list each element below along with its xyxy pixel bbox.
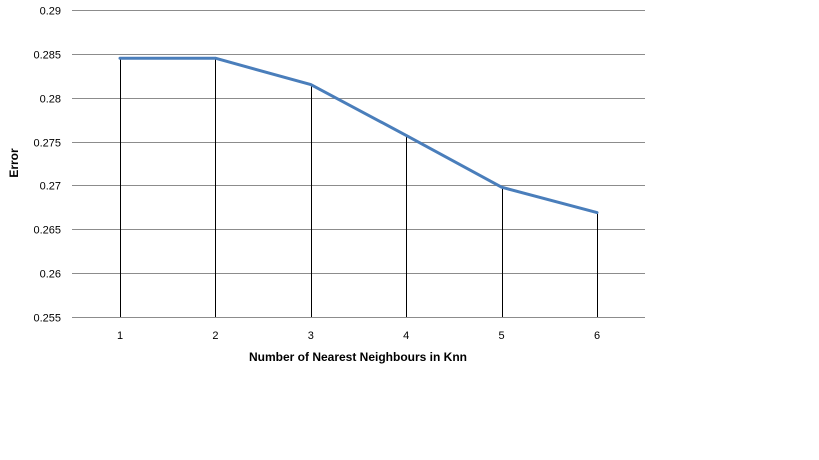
series-line <box>118 56 599 215</box>
drop-lines <box>120 58 598 317</box>
y-tick-label: 0.28 <box>40 94 61 106</box>
x-tick-label: 4 <box>403 330 409 342</box>
y-tick-label: 0.27 <box>40 181 61 193</box>
y-axis-title: Error <box>7 148 21 178</box>
x-tick-label: 6 <box>594 330 600 342</box>
y-tick-label: 0.285 <box>33 50 61 62</box>
y-tick-label: 0.275 <box>33 138 61 150</box>
y-tick-label: 0.26 <box>40 269 61 281</box>
y-tick-label: 0.265 <box>33 225 61 237</box>
gridlines <box>72 10 645 318</box>
x-tick-label: 1 <box>117 330 123 342</box>
y-tick-label: 0.29 <box>40 6 61 18</box>
y-tick-label: 0.255 <box>33 313 61 325</box>
x-tick-label: 2 <box>212 330 218 342</box>
y-tick-labels: 0.255 0.26 0.265 0.27 0.275 0.28 0.285 0.29 <box>33 6 61 325</box>
x-axis-title: Number of Nearest Neighbours in Knn <box>249 350 467 364</box>
x-tick-labels: 1 2 3 4 5 6 <box>117 330 600 342</box>
x-tick-label: 3 <box>308 330 314 342</box>
x-tick-label: 5 <box>499 330 505 342</box>
